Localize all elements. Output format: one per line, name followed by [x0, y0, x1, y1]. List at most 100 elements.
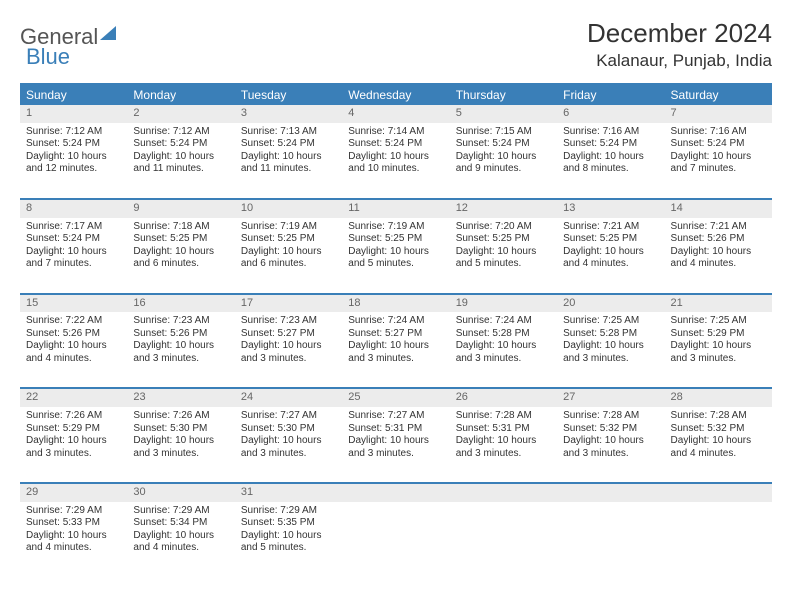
day-number: 18 [342, 294, 449, 313]
sunrise-line: Sunrise: 7:23 AM [133, 315, 228, 328]
sunset-line: Sunset: 5:24 PM [241, 138, 336, 151]
sunrise-line: Sunrise: 7:24 AM [456, 315, 551, 328]
weekday-header: Monday [127, 84, 234, 105]
weekday-header: Thursday [450, 84, 557, 105]
day-number: 11 [342, 199, 449, 218]
day-cell: Sunrise: 7:23 AMSunset: 5:27 PMDaylight:… [235, 312, 342, 388]
day-number: 17 [235, 294, 342, 313]
weekday-header: Saturday [665, 84, 772, 105]
sunset-line: Sunset: 5:27 PM [348, 328, 443, 341]
sunrise-line: Sunrise: 7:19 AM [348, 221, 443, 234]
day-cell: Sunrise: 7:26 AMSunset: 5:29 PMDaylight:… [20, 407, 127, 483]
daylight-line: Daylight: 10 hours and 5 minutes. [456, 246, 551, 271]
daylight-line: Daylight: 10 hours and 3 minutes. [348, 340, 443, 365]
day-cell: Sunrise: 7:16 AMSunset: 5:24 PMDaylight:… [665, 123, 772, 199]
day-cell: Sunrise: 7:22 AMSunset: 5:26 PMDaylight:… [20, 312, 127, 388]
day-number: 1 [20, 105, 127, 123]
sunrise-line: Sunrise: 7:18 AM [133, 221, 228, 234]
daylight-line: Daylight: 10 hours and 8 minutes. [563, 151, 658, 176]
day-number: 26 [450, 388, 557, 407]
daylight-line: Daylight: 10 hours and 3 minutes. [456, 435, 551, 460]
day-cell: Sunrise: 7:25 AMSunset: 5:29 PMDaylight:… [665, 312, 772, 388]
sunset-line: Sunset: 5:26 PM [133, 328, 228, 341]
sunrise-line: Sunrise: 7:29 AM [241, 505, 336, 518]
day-cell: Sunrise: 7:20 AMSunset: 5:25 PMDaylight:… [450, 218, 557, 294]
daylight-line: Daylight: 10 hours and 3 minutes. [133, 435, 228, 460]
daylight-line: Daylight: 10 hours and 12 minutes. [26, 151, 121, 176]
daylight-line: Daylight: 10 hours and 5 minutes. [241, 530, 336, 555]
day-cell: Sunrise: 7:15 AMSunset: 5:24 PMDaylight:… [450, 123, 557, 199]
sunset-line: Sunset: 5:32 PM [563, 423, 658, 436]
sunset-line: Sunset: 5:27 PM [241, 328, 336, 341]
sunrise-line: Sunrise: 7:25 AM [563, 315, 658, 328]
sunrise-line: Sunrise: 7:23 AM [241, 315, 336, 328]
day-number: 6 [557, 105, 664, 123]
day-cell: Sunrise: 7:28 AMSunset: 5:31 PMDaylight:… [450, 407, 557, 483]
calendar-page: General December 2024 Kalanaur, Punjab, … [0, 0, 792, 598]
day-number: 23 [127, 388, 234, 407]
day-number: 31 [235, 483, 342, 502]
sunrise-line: Sunrise: 7:16 AM [671, 126, 766, 139]
day-cell: Sunrise: 7:24 AMSunset: 5:28 PMDaylight:… [450, 312, 557, 388]
title-block: December 2024 Kalanaur, Punjab, India [587, 18, 772, 71]
sunset-line: Sunset: 5:25 PM [241, 233, 336, 246]
sunset-line: Sunset: 5:25 PM [563, 233, 658, 246]
day-cell [450, 502, 557, 578]
day-cell: Sunrise: 7:16 AMSunset: 5:24 PMDaylight:… [557, 123, 664, 199]
day-content-row: Sunrise: 7:26 AMSunset: 5:29 PMDaylight:… [20, 407, 772, 483]
sunset-line: Sunset: 5:34 PM [133, 517, 228, 530]
day-cell: Sunrise: 7:25 AMSunset: 5:28 PMDaylight:… [557, 312, 664, 388]
day-cell: Sunrise: 7:19 AMSunset: 5:25 PMDaylight:… [235, 218, 342, 294]
day-details: Sunrise: 7:23 AMSunset: 5:27 PMDaylight:… [235, 312, 342, 369]
day-details: Sunrise: 7:28 AMSunset: 5:32 PMDaylight:… [665, 407, 772, 464]
sunset-line: Sunset: 5:25 PM [348, 233, 443, 246]
day-details: Sunrise: 7:29 AMSunset: 5:35 PMDaylight:… [235, 502, 342, 559]
day-number: 15 [20, 294, 127, 313]
day-cell: Sunrise: 7:29 AMSunset: 5:33 PMDaylight:… [20, 502, 127, 578]
sunset-line: Sunset: 5:25 PM [133, 233, 228, 246]
daylight-line: Daylight: 10 hours and 3 minutes. [563, 340, 658, 365]
day-details: Sunrise: 7:27 AMSunset: 5:30 PMDaylight:… [235, 407, 342, 464]
day-details: Sunrise: 7:23 AMSunset: 5:26 PMDaylight:… [127, 312, 234, 369]
day-cell: Sunrise: 7:27 AMSunset: 5:31 PMDaylight:… [342, 407, 449, 483]
daylight-line: Daylight: 10 hours and 3 minutes. [241, 435, 336, 460]
day-number: 25 [342, 388, 449, 407]
day-number [342, 483, 449, 502]
sunrise-line: Sunrise: 7:28 AM [456, 410, 551, 423]
sunset-line: Sunset: 5:24 PM [563, 138, 658, 151]
sunset-line: Sunset: 5:30 PM [241, 423, 336, 436]
daylight-line: Daylight: 10 hours and 4 minutes. [563, 246, 658, 271]
daylight-line: Daylight: 10 hours and 4 minutes. [133, 530, 228, 555]
day-details: Sunrise: 7:24 AMSunset: 5:28 PMDaylight:… [450, 312, 557, 369]
sunrise-line: Sunrise: 7:12 AM [26, 126, 121, 139]
sunset-line: Sunset: 5:35 PM [241, 517, 336, 530]
weekday-header-row: SundayMondayTuesdayWednesdayThursdayFrid… [20, 84, 772, 105]
day-number-row: 891011121314 [20, 199, 772, 218]
day-cell: Sunrise: 7:21 AMSunset: 5:25 PMDaylight:… [557, 218, 664, 294]
sunrise-line: Sunrise: 7:17 AM [26, 221, 121, 234]
day-cell: Sunrise: 7:21 AMSunset: 5:26 PMDaylight:… [665, 218, 772, 294]
day-details: Sunrise: 7:21 AMSunset: 5:25 PMDaylight:… [557, 218, 664, 275]
daylight-line: Daylight: 10 hours and 10 minutes. [348, 151, 443, 176]
day-cell: Sunrise: 7:26 AMSunset: 5:30 PMDaylight:… [127, 407, 234, 483]
day-details: Sunrise: 7:28 AMSunset: 5:32 PMDaylight:… [557, 407, 664, 464]
daylight-line: Daylight: 10 hours and 4 minutes. [671, 246, 766, 271]
day-number [557, 483, 664, 502]
calendar-table: SundayMondayTuesdayWednesdayThursdayFrid… [20, 83, 772, 578]
day-details: Sunrise: 7:12 AMSunset: 5:24 PMDaylight:… [20, 123, 127, 180]
sunset-line: Sunset: 5:33 PM [26, 517, 121, 530]
daylight-line: Daylight: 10 hours and 11 minutes. [133, 151, 228, 176]
day-number: 2 [127, 105, 234, 123]
sunset-line: Sunset: 5:25 PM [456, 233, 551, 246]
daylight-line: Daylight: 10 hours and 4 minutes. [26, 530, 121, 555]
sunrise-line: Sunrise: 7:13 AM [241, 126, 336, 139]
day-details: Sunrise: 7:29 AMSunset: 5:33 PMDaylight:… [20, 502, 127, 559]
sunrise-line: Sunrise: 7:25 AM [671, 315, 766, 328]
day-details: Sunrise: 7:19 AMSunset: 5:25 PMDaylight:… [235, 218, 342, 275]
day-details: Sunrise: 7:22 AMSunset: 5:26 PMDaylight:… [20, 312, 127, 369]
sunrise-line: Sunrise: 7:28 AM [671, 410, 766, 423]
sunrise-line: Sunrise: 7:15 AM [456, 126, 551, 139]
day-content-row: Sunrise: 7:12 AMSunset: 5:24 PMDaylight:… [20, 123, 772, 199]
day-number [450, 483, 557, 502]
day-number: 3 [235, 105, 342, 123]
